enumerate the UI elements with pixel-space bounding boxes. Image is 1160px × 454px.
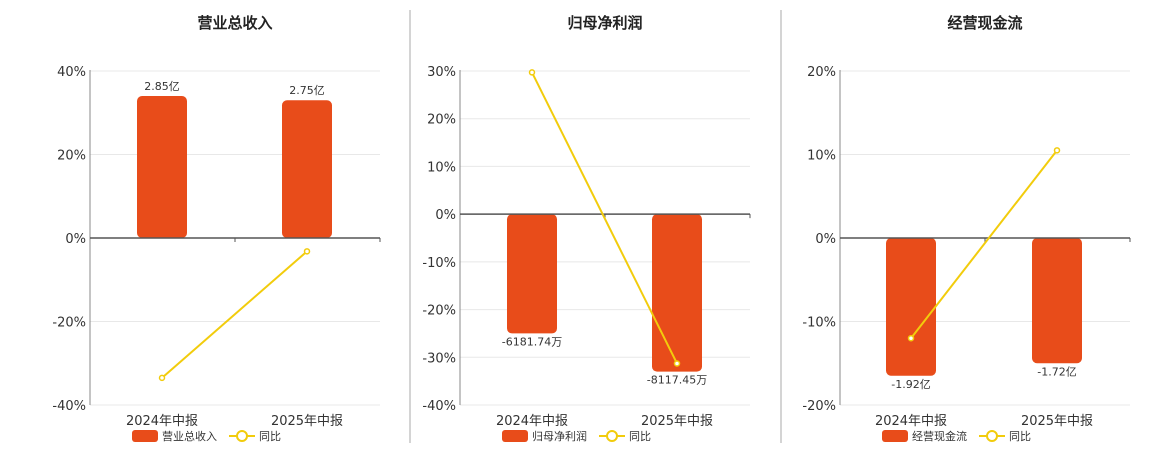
bar (1032, 238, 1082, 364)
chart-panel-1: 营业总收入 40% 20% 0% -20% -40% 2.85亿 2.75亿 2024年中报 20… (52, 14, 381, 443)
x-category-label: 2025年中报 (1021, 414, 1093, 429)
yoy-point (303, 248, 311, 255)
bar (137, 96, 187, 238)
yoy-point (1053, 147, 1061, 154)
y-tick-label: 30% (427, 65, 456, 80)
legend-line-marker (986, 430, 998, 442)
chart-title: 归母净利润 (567, 14, 642, 32)
y-tick-label: 20% (57, 149, 86, 164)
legend-line-label: 同比 (629, 430, 651, 443)
y-tick-label: -10% (422, 256, 456, 271)
yoy-point (673, 360, 681, 367)
y-tick-label: -10% (802, 316, 836, 331)
legend-bar-label: 经营现金流 (912, 429, 967, 443)
y-tick-label: 0% (815, 232, 836, 247)
legend-bar-swatch (882, 430, 908, 442)
y-tick-label: 20% (807, 65, 836, 80)
y-tick-label: 0% (65, 232, 86, 247)
legend-line-label: 同比 (259, 430, 281, 443)
legend-bar-swatch (502, 430, 528, 442)
yoy-line (161, 250, 308, 379)
chart-title: 经营现金流 (947, 14, 1022, 32)
chart-panel-3: 经营现金流 20% 10% 0% -10% -20% -1.92亿 -1.72亿 2024年中报… (780, 10, 1131, 443)
x-category-label: 2024年中报 (496, 414, 568, 429)
y-tick-label: -40% (422, 399, 456, 414)
y-tick-label: 20% (427, 113, 456, 128)
y-tick-label: -20% (52, 316, 86, 331)
y-tick-label: 40% (57, 65, 86, 80)
bar (507, 214, 557, 334)
legend-line-marker (606, 430, 618, 442)
y-tick-label: -40% (52, 399, 86, 414)
bar (282, 100, 332, 238)
chart-panel-2: 归母净利润 30% 20% 10% 0% -10% -20% -30% -40% -6181.74… (409, 10, 751, 443)
y-tick-label: 10% (807, 149, 836, 164)
yoy-point (158, 374, 166, 382)
yoy-point (528, 69, 536, 76)
bar-data-label: -8117.45万 (647, 374, 707, 387)
x-category-label: 2024年中报 (126, 414, 198, 429)
y-tick-label: -20% (802, 399, 836, 414)
bar (886, 238, 936, 376)
legend-line-marker (236, 430, 248, 442)
bar-data-label: 2.75亿 (289, 84, 325, 97)
bar (652, 214, 702, 372)
bar-data-label: -6181.74万 (502, 335, 562, 348)
y-tick-label: 0% (435, 208, 456, 223)
legend-bar-swatch (132, 430, 158, 442)
yoy-point (907, 334, 915, 342)
chart-title: 营业总收入 (197, 14, 272, 32)
legend-bar-label: 营业总收入 (162, 429, 217, 443)
y-tick-label: 10% (427, 160, 456, 175)
bar-data-label: -1.72亿 (1037, 365, 1076, 378)
yoy-line (910, 149, 1058, 339)
bar-data-label: 2.85亿 (144, 80, 180, 93)
bar-data-label: -1.92亿 (891, 378, 930, 391)
x-category-label: 2024年中报 (875, 414, 947, 429)
legend-bar-label: 归母净利润 (532, 429, 587, 443)
yoy-line (531, 71, 678, 364)
x-category-label: 2025年中报 (271, 414, 343, 429)
legend-line-label: 同比 (1009, 430, 1031, 443)
x-category-label: 2025年中报 (641, 414, 713, 429)
y-tick-label: -20% (422, 304, 456, 319)
y-tick-label: -30% (422, 351, 456, 366)
